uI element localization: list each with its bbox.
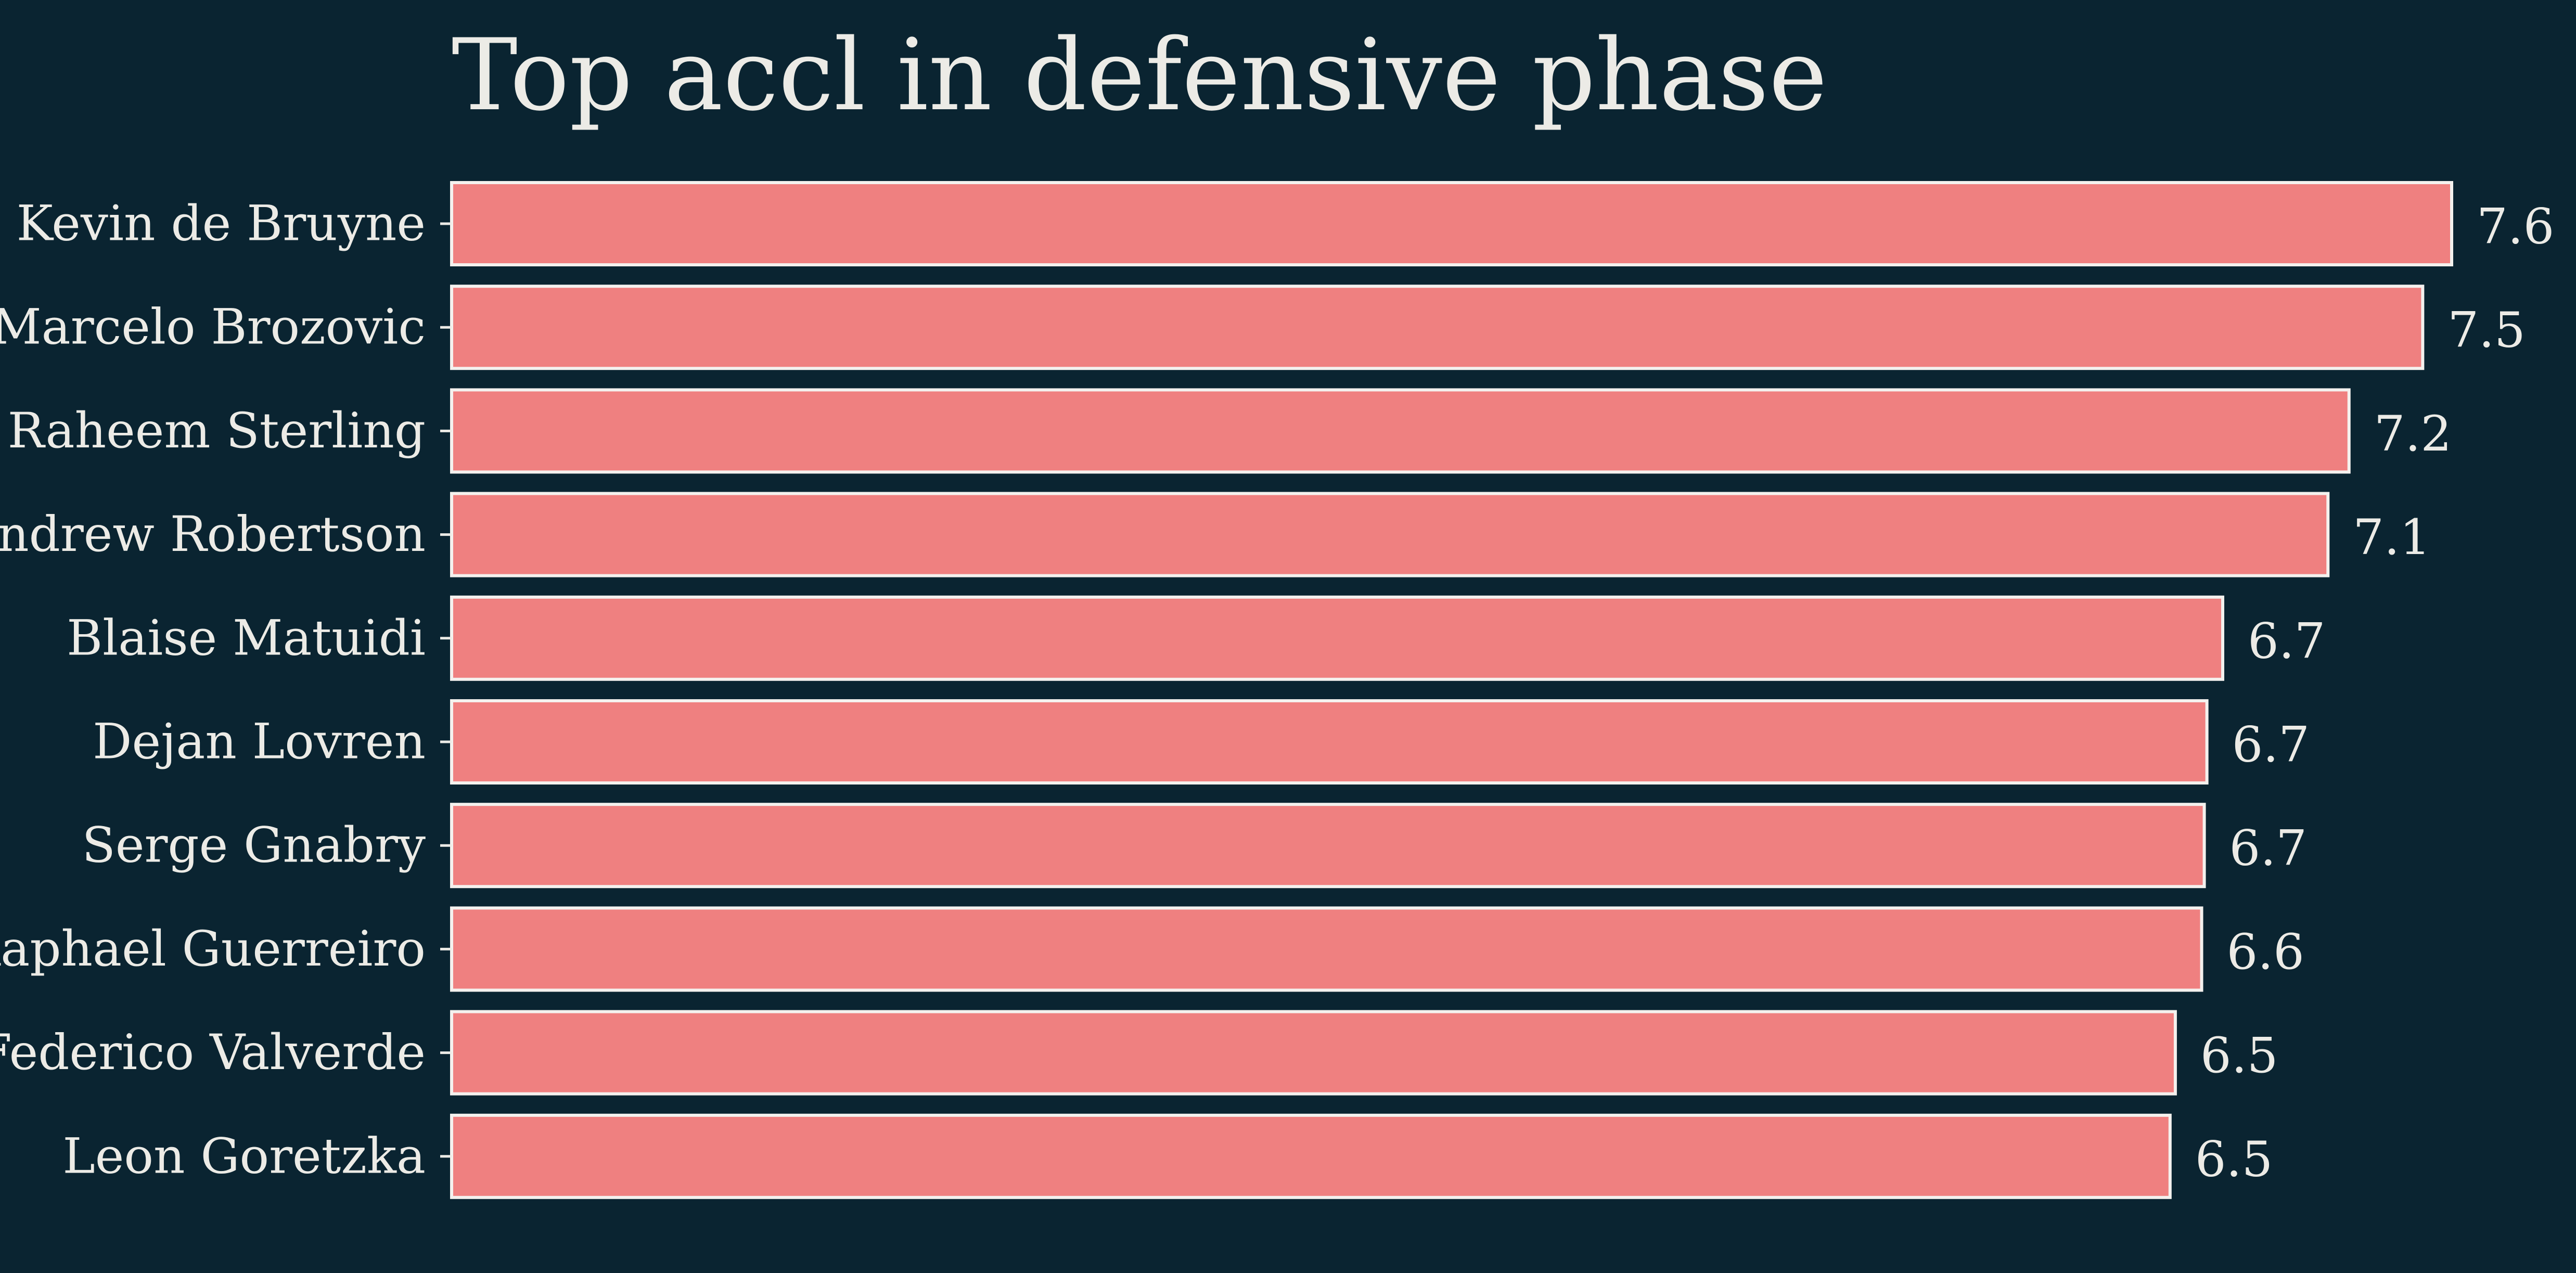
bar-4	[450, 595, 2224, 681]
bar-9	[450, 1113, 2172, 1199]
value-label-5: 6.7	[2232, 717, 2310, 774]
bar-0	[450, 181, 2453, 266]
category-label-4: Blaise Matuidi	[67, 610, 426, 666]
category-label-9: Leon Goretzka	[62, 1128, 426, 1185]
category-label-0: Kevin de Bruyne	[17, 196, 426, 252]
category-label-2: Raheem Sterling	[8, 403, 426, 459]
bar-5	[450, 699, 2209, 785]
value-label-9: 6.5	[2195, 1131, 2273, 1188]
category-labels: Kevin de Bruyne Marcelo Brozovic Raheem St…	[0, 196, 452, 1185]
value-label-2: 7.2	[2374, 406, 2452, 462]
chart-title: Top accl in defensive phase	[452, 18, 1827, 133]
value-labels: 7.6 7.5 7.2 7.1 6.7 6.7 6.7 6.6 6.5 6.5	[2195, 199, 2555, 1188]
bar-6	[450, 803, 2206, 889]
bars-layer	[450, 181, 2453, 1199]
value-label-1: 7.5	[2447, 302, 2526, 359]
bar-3	[450, 492, 2330, 577]
bar-8	[450, 1010, 2177, 1096]
category-label-6: Serge Gnabry	[82, 817, 426, 874]
value-label-3: 7.1	[2353, 509, 2431, 566]
category-label-1: Marcelo Brozovic	[0, 299, 426, 356]
category-label-7: Raphael Guerreiro	[0, 921, 426, 978]
category-label-8: Federico Valverde	[0, 1024, 426, 1081]
bar-7	[450, 906, 2203, 992]
value-label-6: 6.7	[2229, 820, 2308, 877]
value-label-0: 7.6	[2477, 199, 2555, 255]
bar-1	[450, 285, 2425, 370]
category-label-5: Dejan Lovren	[93, 714, 426, 770]
value-label-8: 6.5	[2200, 1027, 2278, 1084]
value-label-7: 6.6	[2227, 924, 2305, 981]
category-label-3: Andrew Robertson	[0, 506, 426, 563]
value-label-4: 6.7	[2248, 613, 2326, 670]
bar-2	[450, 388, 2351, 474]
